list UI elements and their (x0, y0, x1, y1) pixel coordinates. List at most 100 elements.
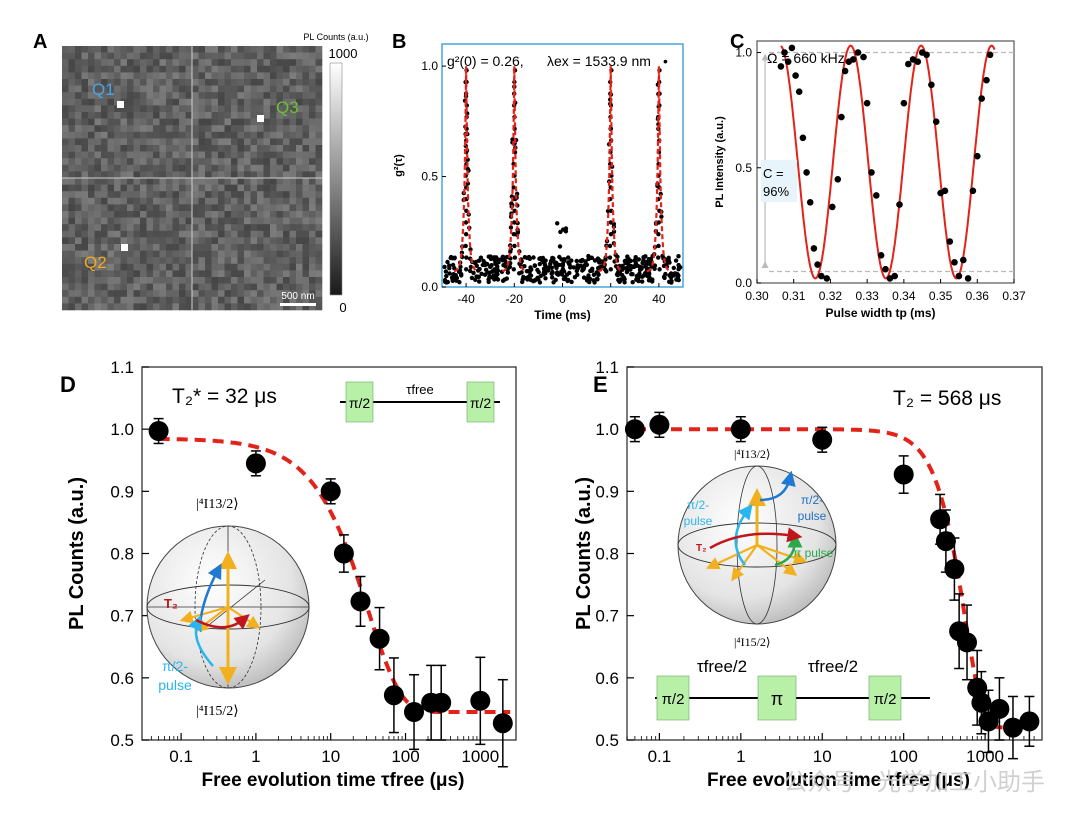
omega-annotation: Ω = 660 kHz (767, 50, 845, 66)
y-tick-label-c: 0.0 (735, 276, 752, 290)
pl-pixel (289, 230, 297, 238)
pl-pixel (283, 112, 290, 119)
pl-pixel (94, 98, 102, 106)
pl-pixel (140, 250, 147, 258)
pl-pixel (231, 85, 238, 93)
pl-pixel (198, 230, 206, 238)
pl-pixel (62, 112, 69, 119)
pl-pixel (198, 138, 206, 146)
pl-pixel (289, 197, 297, 205)
pl-pixel (94, 257, 102, 265)
pl-pixel (107, 59, 115, 67)
x-tick-label-b: 20 (604, 292, 618, 306)
pl-pixel (146, 283, 154, 291)
g2-data-point (596, 272, 601, 277)
pl-pixel (75, 151, 82, 159)
pl-pixel (205, 277, 212, 284)
pl-pixel (244, 85, 251, 93)
pulse-label-1: π/2 (349, 395, 371, 411)
pl-pixel (88, 164, 95, 172)
pl-pixel (283, 296, 290, 304)
decay-data-point (431, 692, 452, 713)
pl-pixel (237, 283, 245, 291)
g2-peak-point (511, 232, 516, 237)
pl-pixel (153, 138, 160, 146)
pl-pixel (159, 98, 167, 106)
pl-pixel (107, 105, 115, 113)
pl-pixel (172, 125, 180, 133)
pl-pixel (224, 230, 232, 238)
pl-pixel (263, 171, 271, 179)
x-axis-label-b: Time (ms) (534, 308, 590, 322)
rabi-data-point (795, 88, 803, 95)
pl-pixel (127, 296, 134, 304)
pl-pixel (101, 131, 108, 139)
pl-pixel (231, 237, 238, 245)
pl-pixel (276, 178, 284, 185)
pl-pixel (114, 197, 121, 205)
g2-data-point (592, 280, 597, 285)
pulse-arc-navy-e (759, 470, 796, 502)
pl-pixel (315, 204, 323, 212)
pl-pixel (296, 92, 303, 100)
pl-pixel (315, 164, 323, 172)
pl-pixel (296, 257, 303, 265)
pl-pixel (166, 237, 173, 245)
pl-pixel (192, 277, 199, 284)
g2-data-point (542, 268, 547, 274)
g2-peak-point (463, 232, 469, 237)
g2-data-point (628, 263, 633, 269)
pl-pixel (179, 217, 186, 225)
pl-pixel (218, 145, 225, 152)
pl-pixel (244, 263, 251, 271)
pl-pixel (88, 138, 95, 146)
pl-pixel (309, 211, 316, 218)
pl-pixel (231, 98, 238, 106)
pl-pixel (270, 151, 277, 159)
pl-pixel (101, 230, 108, 238)
pl-pixel (81, 72, 89, 80)
pl-pixel (270, 46, 277, 53)
pl-pixel (192, 125, 199, 133)
pl-pixel (75, 98, 82, 106)
pl-pixel (302, 191, 310, 199)
pl-pixel (153, 92, 160, 100)
pl-pixel (62, 237, 69, 245)
pl-pixel (224, 303, 232, 311)
pl-pixel (296, 138, 303, 146)
g2-data-point (615, 254, 620, 259)
pl-pixel (133, 52, 141, 60)
pl-pixel (263, 118, 271, 126)
pl-pixel (309, 52, 316, 60)
g2-data-point (628, 267, 633, 272)
pl-pixel (88, 250, 95, 258)
pl-pixel (140, 52, 147, 60)
pl-pixel (231, 59, 238, 67)
pl-pixel (140, 98, 147, 106)
pl-pixel (205, 211, 212, 218)
pl-pixel (296, 270, 303, 278)
pl-pixel (159, 65, 167, 73)
pl-pixel (270, 164, 277, 172)
pl-pixel (185, 52, 193, 60)
pl-pixel (244, 131, 251, 139)
pl-pixel (270, 125, 277, 133)
g2-data-point (555, 221, 560, 226)
g2-data-point (450, 276, 455, 281)
g2-data-point (477, 279, 482, 284)
pl-pixel (205, 230, 212, 238)
pl-pixel (244, 250, 251, 258)
pl-pixel (315, 92, 323, 100)
pl-pixel (231, 131, 238, 139)
pl-pixel (250, 277, 258, 284)
pl-pixel (101, 184, 108, 192)
g2-data-point (581, 267, 586, 272)
pl-pixel (309, 303, 316, 311)
pl-pixel (276, 164, 284, 172)
pl-pixel (179, 283, 186, 291)
pl-pixel (276, 197, 284, 205)
pl-pixel (237, 263, 245, 271)
pl-pixel (101, 244, 108, 251)
pl-pixel (218, 217, 225, 225)
g2-data-point (566, 255, 571, 260)
